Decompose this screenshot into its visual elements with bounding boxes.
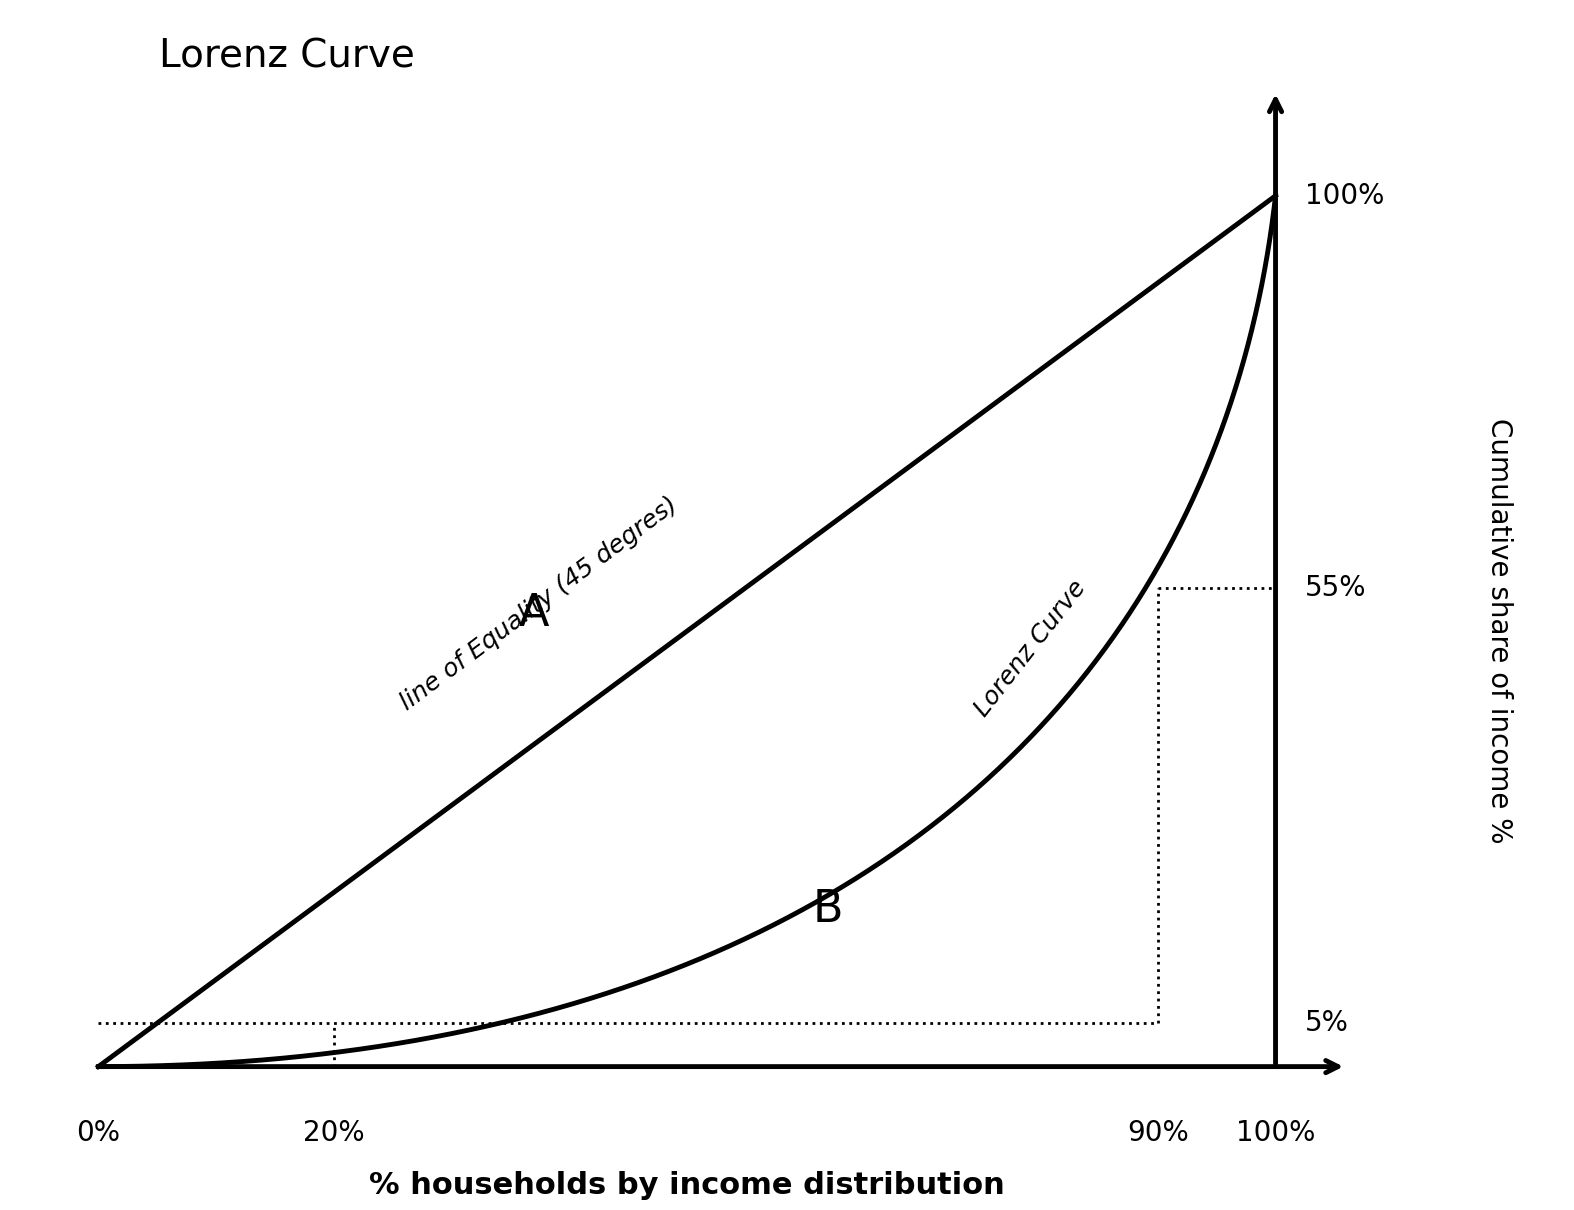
Text: A: A bbox=[519, 592, 549, 635]
Text: Lorenz Curve: Lorenz Curve bbox=[159, 38, 414, 75]
Text: Cumulative share of income %: Cumulative share of income % bbox=[1486, 419, 1513, 843]
Text: 100%: 100% bbox=[1305, 182, 1385, 209]
Text: % households by income distribution: % households by income distribution bbox=[368, 1171, 1004, 1200]
Text: Lorenz Curve: Lorenz Curve bbox=[970, 576, 1091, 721]
Text: 90%: 90% bbox=[1127, 1119, 1188, 1147]
Text: 55%: 55% bbox=[1305, 574, 1366, 601]
Text: 20%: 20% bbox=[302, 1119, 365, 1147]
Text: 100%: 100% bbox=[1236, 1119, 1316, 1147]
Text: line of Equality (45 degres): line of Equality (45 degres) bbox=[395, 492, 682, 715]
Text: B: B bbox=[812, 888, 844, 932]
Text: 5%: 5% bbox=[1305, 1009, 1349, 1037]
Text: 0%: 0% bbox=[77, 1119, 120, 1147]
